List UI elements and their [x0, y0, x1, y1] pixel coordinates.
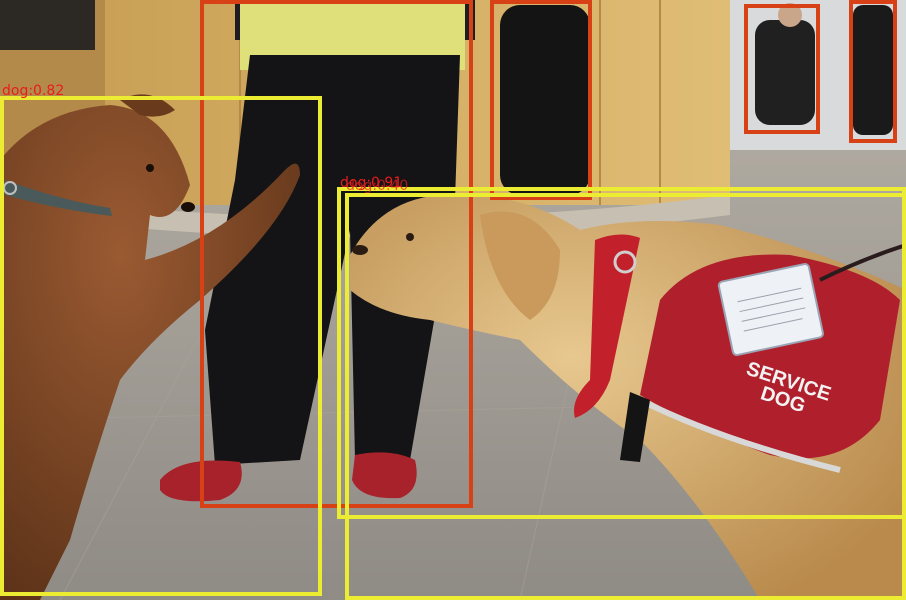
person-detection-box — [744, 4, 820, 134]
id-badge — [717, 263, 824, 357]
detection-label-dog-large-inner: dog:0.40 — [346, 178, 409, 194]
detection-label-dog-large: dog:0.91 — [340, 175, 403, 191]
left-dark-panel — [0, 0, 95, 50]
person-detection-box — [490, 0, 592, 200]
background-person-legs — [500, 5, 590, 195]
service-vest — [640, 254, 900, 459]
leash — [819, 243, 906, 282]
seated-person — [755, 20, 815, 125]
standing-person-right — [853, 5, 893, 135]
detection-label-dog-small: dog:0.82 — [2, 83, 65, 99]
dog-detection-box-large-inner — [345, 193, 906, 600]
person-detection-box — [849, 0, 897, 143]
dog-detection-box-small — [0, 96, 322, 596]
person-detection-box — [200, 0, 473, 508]
right-shoe — [352, 452, 417, 499]
small-brown-dog — [0, 105, 300, 600]
red-leash-collar — [574, 234, 640, 418]
collar — [5, 180, 112, 216]
person-pants — [205, 55, 460, 465]
